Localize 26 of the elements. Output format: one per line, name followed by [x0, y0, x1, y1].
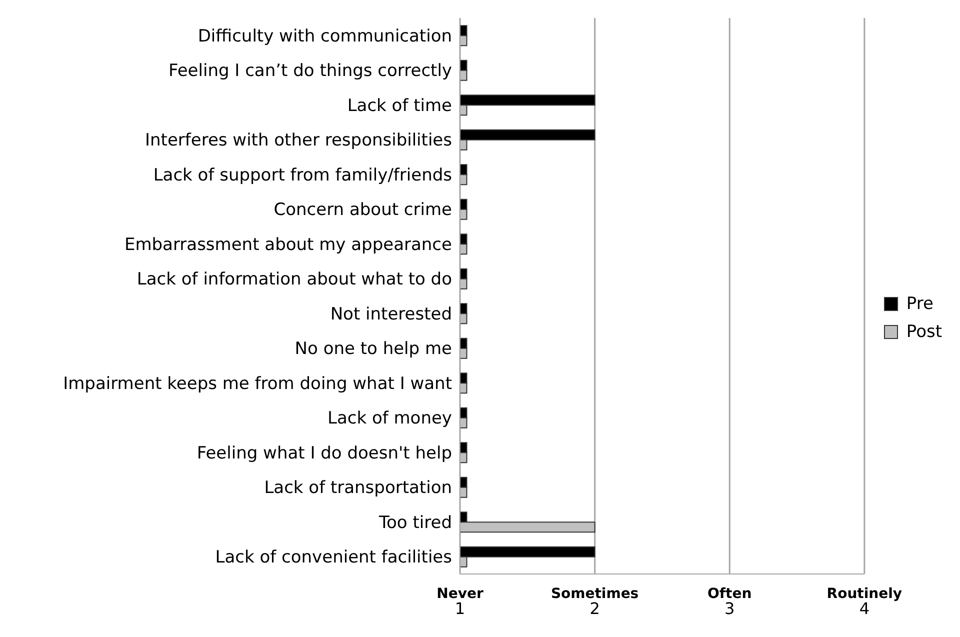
- y-tick-label: Feeling what I do doesn't help: [196, 443, 452, 464]
- y-tick-label: Not interested: [330, 304, 452, 324]
- x-tick-label: 1: [454, 599, 466, 618]
- y-tick-label: Concern about crime: [274, 200, 452, 220]
- text: Often: [708, 586, 752, 602]
- y-tick-label: No one to help me: [294, 339, 452, 360]
- x-tick-label: 4: [859, 599, 870, 618]
- y-tick-label: Lack of money: [327, 408, 452, 429]
- text: Routinely: [826, 586, 902, 602]
- y-tick-label: Lack of convenient facilities: [215, 548, 452, 568]
- x-tick-label: 2: [590, 599, 600, 618]
- y-tick-label: Difficulty with communication: [198, 26, 452, 46]
- y-tick-label: Too tired: [378, 512, 452, 533]
- y-tick-label: Lack of transportation: [264, 478, 452, 498]
- x-tick-label: 3: [724, 599, 735, 618]
- text: Never: [436, 586, 484, 602]
- y-tick-label: Lack of support from family/friends: [153, 165, 452, 186]
- legend-label: Post: [905, 322, 942, 342]
- y-tick-label: Interferes with other responsibilities: [145, 130, 452, 151]
- y-tick-label: Lack of information about what to do: [136, 270, 452, 290]
- legend-label: Pre: [905, 294, 934, 314]
- y-tick-label: Impairment keeps me from doing what I want: [63, 374, 452, 394]
- y-tick-label: Embarrassment about my appearance: [124, 234, 452, 255]
- text: Sometimes: [550, 586, 639, 602]
- y-tick-label: Feeling I can’t do things correctly: [168, 61, 452, 82]
- y-tick-label: Lack of time: [347, 96, 452, 116]
